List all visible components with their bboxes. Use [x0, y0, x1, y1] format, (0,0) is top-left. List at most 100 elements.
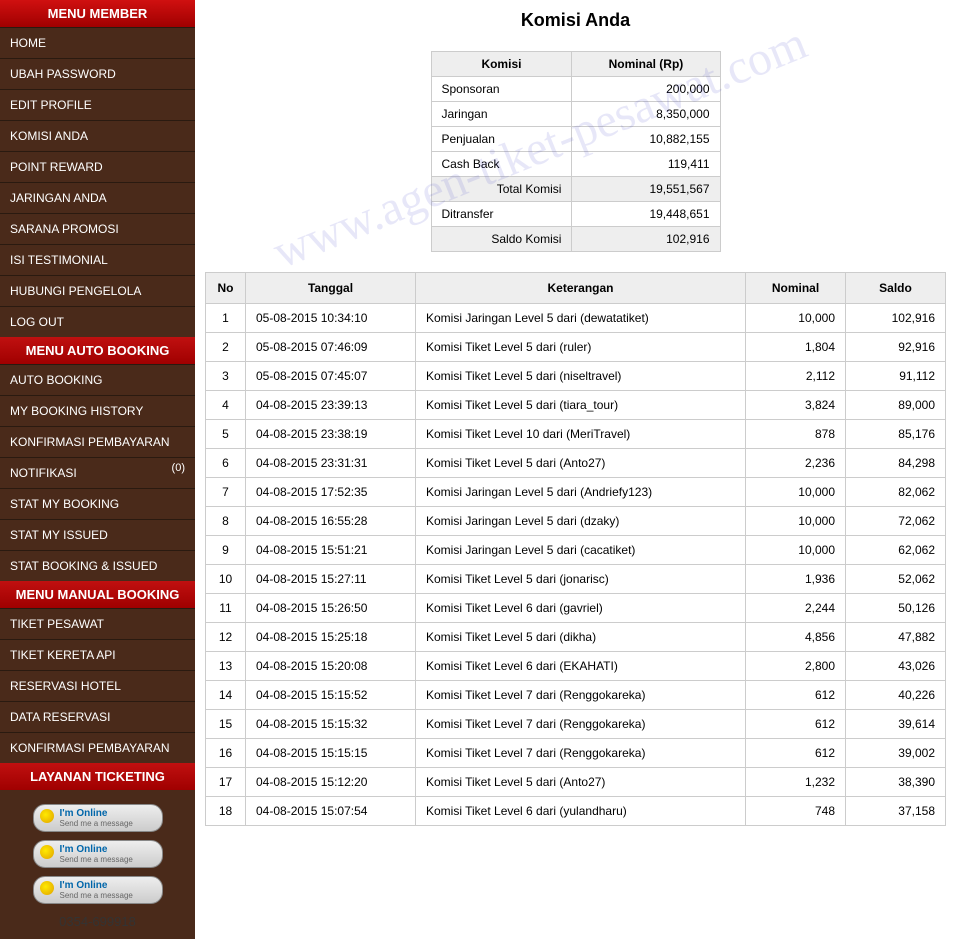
- cell-saldo: 92,916: [846, 333, 946, 362]
- cell-no: 2: [206, 333, 246, 362]
- cell-tanggal: 04-08-2015 23:31:31: [246, 449, 416, 478]
- table-row: 404-08-2015 23:39:13Komisi Tiket Level 5…: [206, 391, 946, 420]
- cell-no: 9: [206, 536, 246, 565]
- cell-saldo: 62,062: [846, 536, 946, 565]
- cell-saldo: 38,390: [846, 768, 946, 797]
- table-header: No: [206, 273, 246, 304]
- cell-no: 8: [206, 507, 246, 536]
- cell-saldo: 84,298: [846, 449, 946, 478]
- chat-online-button[interactable]: I'm OnlineSend me a message: [33, 804, 163, 832]
- cell-nominal: 2,244: [746, 594, 846, 623]
- cell-no: 13: [206, 652, 246, 681]
- cell-saldo: 91,112: [846, 362, 946, 391]
- table-row: 1804-08-2015 15:07:54Komisi Tiket Level …: [206, 797, 946, 826]
- table-row: 1704-08-2015 15:12:20Komisi Tiket Level …: [206, 768, 946, 797]
- cell-nominal: 878: [746, 420, 846, 449]
- cell-nominal: 612: [746, 739, 846, 768]
- menu-header: MENU AUTO BOOKING: [0, 337, 195, 364]
- cell-tanggal: 04-08-2015 16:55:28: [246, 507, 416, 536]
- online-title: I'm Online: [60, 880, 108, 891]
- menu-item[interactable]: POINT REWARD: [0, 151, 195, 182]
- menu-item[interactable]: NOTIFIKASI(0): [0, 457, 195, 488]
- menu-item[interactable]: LOG OUT: [0, 306, 195, 337]
- menu-item[interactable]: MY BOOKING HISTORY: [0, 395, 195, 426]
- summary-value: 8,350,000: [572, 102, 720, 127]
- cell-no: 5: [206, 420, 246, 449]
- menu-item[interactable]: RESERVASI HOTEL: [0, 670, 195, 701]
- sidebar: MENU MEMBERHOMEUBAH PASSWORDEDIT PROFILE…: [0, 0, 195, 939]
- cell-no: 11: [206, 594, 246, 623]
- cell-keterangan: Komisi Tiket Level 6 dari (gavriel): [416, 594, 746, 623]
- menu-item[interactable]: SARANA PROMOSI: [0, 213, 195, 244]
- table-row: 1204-08-2015 15:25:18Komisi Tiket Level …: [206, 623, 946, 652]
- cell-nominal: 4,856: [746, 623, 846, 652]
- summary-total-label: Saldo Komisi: [431, 227, 572, 252]
- cell-saldo: 43,026: [846, 652, 946, 681]
- summary-total-value: 102,916: [572, 227, 720, 252]
- cell-tanggal: 04-08-2015 23:38:19: [246, 420, 416, 449]
- menu-item[interactable]: TIKET PESAWAT: [0, 608, 195, 639]
- table-row: 1104-08-2015 15:26:50Komisi Tiket Level …: [206, 594, 946, 623]
- cell-keterangan: Komisi Tiket Level 5 dari (tiara_tour): [416, 391, 746, 420]
- cell-keterangan: Komisi Tiket Level 5 dari (ruler): [416, 333, 746, 362]
- table-row: 604-08-2015 23:31:31Komisi Tiket Level 5…: [206, 449, 946, 478]
- cell-tanggal: 04-08-2015 15:15:52: [246, 681, 416, 710]
- cell-keterangan: Komisi Tiket Level 5 dari (niseltravel): [416, 362, 746, 391]
- summary-header-komisi: Komisi: [431, 52, 572, 77]
- table-row: 105-08-2015 10:34:10Komisi Jaringan Leve…: [206, 304, 946, 333]
- cell-nominal: 10,000: [746, 478, 846, 507]
- menu-item[interactable]: AUTO BOOKING: [0, 364, 195, 395]
- cell-keterangan: Komisi Jaringan Level 5 dari (dzaky): [416, 507, 746, 536]
- cell-nominal: 612: [746, 710, 846, 739]
- summary-label: Cash Back: [431, 152, 572, 177]
- cell-nominal: 1,936: [746, 565, 846, 594]
- cell-tanggal: 04-08-2015 15:20:08: [246, 652, 416, 681]
- cell-no: 6: [206, 449, 246, 478]
- online-title: I'm Online: [60, 844, 108, 855]
- cell-saldo: 37,158: [846, 797, 946, 826]
- cell-nominal: 10,000: [746, 304, 846, 333]
- menu-item[interactable]: ISI TESTIMONIAL: [0, 244, 195, 275]
- cell-no: 4: [206, 391, 246, 420]
- table-row: 1004-08-2015 15:27:11Komisi Tiket Level …: [206, 565, 946, 594]
- cell-nominal: 2,800: [746, 652, 846, 681]
- summary-table: Komisi Nominal (Rp) Sponsoran200,000Jari…: [431, 51, 721, 252]
- menu-item[interactable]: JARINGAN ANDA: [0, 182, 195, 213]
- cell-nominal: 2,236: [746, 449, 846, 478]
- cell-no: 14: [206, 681, 246, 710]
- menu-item[interactable]: EDIT PROFILE: [0, 89, 195, 120]
- menu-item[interactable]: UBAH PASSWORD: [0, 58, 195, 89]
- cell-no: 15: [206, 710, 246, 739]
- menu-item[interactable]: STAT MY ISSUED: [0, 519, 195, 550]
- cell-nominal: 612: [746, 681, 846, 710]
- cell-keterangan: Komisi Tiket Level 7 dari (Renggokareka): [416, 710, 746, 739]
- menu-item[interactable]: TIKET KERETA API: [0, 639, 195, 670]
- menu-item[interactable]: STAT MY BOOKING: [0, 488, 195, 519]
- cell-tanggal: 04-08-2015 15:27:11: [246, 565, 416, 594]
- cell-nominal: 1,804: [746, 333, 846, 362]
- cell-keterangan: Komisi Tiket Level 6 dari (EKAHATI): [416, 652, 746, 681]
- cell-no: 12: [206, 623, 246, 652]
- cell-saldo: 52,062: [846, 565, 946, 594]
- cell-no: 16: [206, 739, 246, 768]
- table-row: 804-08-2015 16:55:28Komisi Jaringan Leve…: [206, 507, 946, 536]
- cell-saldo: 39,002: [846, 739, 946, 768]
- main-content: www.agen-tiket-pesawat.com Komisi Anda K…: [195, 0, 956, 939]
- table-row: 205-08-2015 07:46:09Komisi Tiket Level 5…: [206, 333, 946, 362]
- menu-item[interactable]: KONFIRMASI PEMBAYARAN: [0, 426, 195, 457]
- summary-label: Penjualan: [431, 127, 572, 152]
- menu-item[interactable]: KONFIRMASI PEMBAYARAN: [0, 732, 195, 763]
- table-header: Keterangan: [416, 273, 746, 304]
- phone-number: 0354-699918: [5, 908, 190, 929]
- summary-total-label: Total Komisi: [431, 177, 572, 202]
- menu-item[interactable]: KOMISI ANDA: [0, 120, 195, 151]
- table-header: Tanggal: [246, 273, 416, 304]
- menu-item[interactable]: HUBUNGI PENGELOLA: [0, 275, 195, 306]
- menu-item[interactable]: HOME: [0, 27, 195, 58]
- chat-online-button[interactable]: I'm OnlineSend me a message: [33, 840, 163, 868]
- menu-item[interactable]: DATA RESERVASI: [0, 701, 195, 732]
- cell-no: 7: [206, 478, 246, 507]
- menu-item[interactable]: STAT BOOKING & ISSUED: [0, 550, 195, 581]
- cell-no: 17: [206, 768, 246, 797]
- cell-no: 3: [206, 362, 246, 391]
